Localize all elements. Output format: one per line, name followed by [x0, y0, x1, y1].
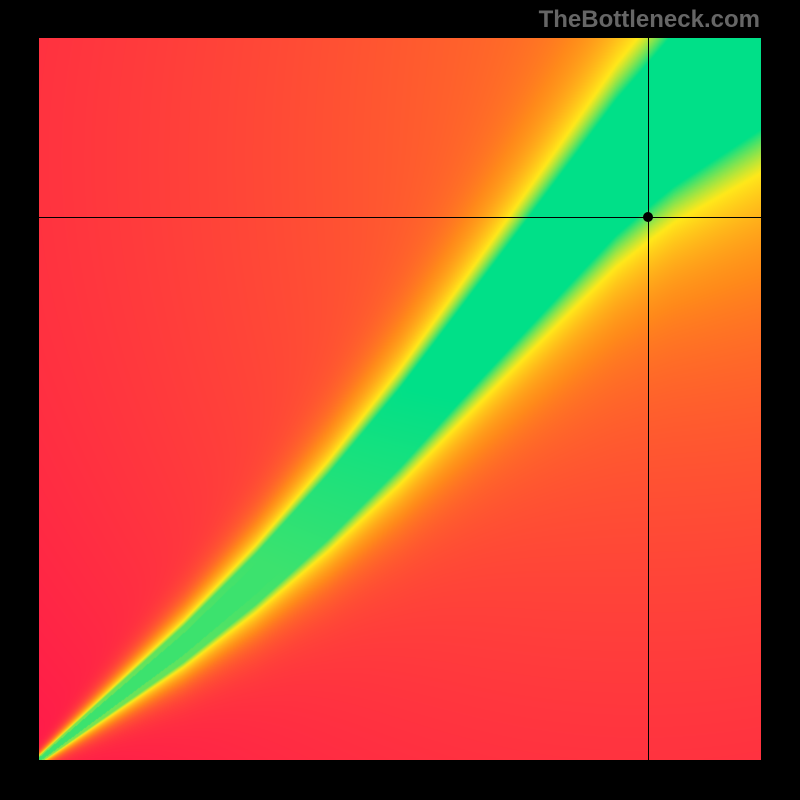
chart-container: TheBottleneck.com — [0, 0, 800, 800]
heatmap-canvas — [39, 38, 761, 760]
heatmap-plot — [39, 38, 761, 760]
watermark-text: TheBottleneck.com — [539, 6, 760, 34]
crosshair-horizontal — [39, 217, 761, 218]
crosshair-vertical — [648, 38, 649, 760]
crosshair-marker — [643, 212, 653, 222]
